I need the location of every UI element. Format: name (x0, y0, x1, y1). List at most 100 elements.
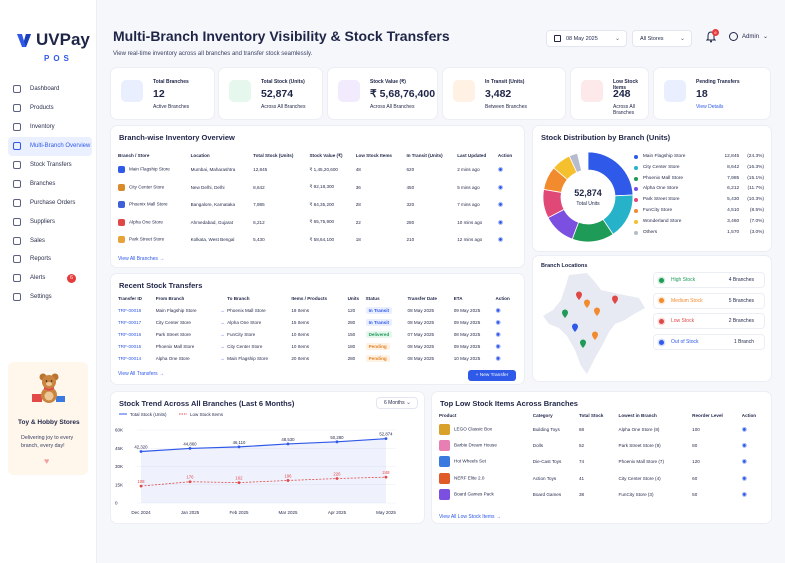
data-point[interactable] (237, 445, 241, 449)
view-eye-icon[interactable]: ◉ (497, 167, 504, 174)
table-cell: Phoenix Mall Store (7) (619, 454, 693, 470)
cell-text: Park Street Store (155, 331, 191, 337)
sidebar-item-settings[interactable]: Settings (8, 288, 92, 307)
column-header: Category (532, 413, 553, 418)
transfer-id[interactable]: TRF-00017 (118, 319, 142, 325)
sidebar-item-alerts[interactable]: Alerts 6 (8, 269, 92, 288)
data-point[interactable] (188, 480, 192, 484)
view-eye-icon[interactable]: ◉ (497, 184, 504, 191)
transfer-id[interactable]: TRF-00016 (118, 331, 142, 337)
legend-item: Park Street Store 5,430 (10.3%) (634, 197, 764, 203)
kpi-subtext[interactable]: View Details (696, 104, 724, 110)
map-pin-icon[interactable] (612, 295, 618, 305)
map-pin-icon[interactable] (572, 323, 578, 333)
store-select[interactable]: All Stores ⌄ (632, 30, 692, 47)
view-eye-icon[interactable]: ◉ (497, 202, 504, 209)
legend-item: Others 1,570 (3.0%) (634, 230, 764, 235)
data-point[interactable] (384, 437, 388, 441)
view-all-transfers-link[interactable]: View All Transfers → (118, 371, 165, 377)
view-eye-icon[interactable]: ◉ (497, 237, 504, 244)
legend-item: City Center Store 8,642 (16.3%) (634, 165, 764, 170)
table-cell: Alpha One Store (156, 353, 220, 365)
data-point[interactable] (237, 481, 241, 485)
map-pin-icon[interactable] (584, 299, 590, 309)
column-header: Stock Value (₹) (309, 152, 343, 158)
data-label: 42,320 (134, 445, 148, 450)
chevron-down-icon: ⌄ (679, 36, 685, 42)
cell-text: Die-Cast Toys (532, 459, 562, 465)
cell-text: 280 (347, 319, 356, 325)
view-eye-icon[interactable]: ◉ (741, 491, 748, 498)
sidebar-item-suppliers[interactable]: Suppliers (8, 212, 92, 231)
trend-range-select[interactable]: 6 Months ⌄ (376, 397, 418, 409)
table-cell: Mumbai, Maharashtra (191, 161, 254, 179)
transfer-id[interactable]: TRF-00014 (118, 356, 142, 362)
sidebar-item-sales[interactable]: Sales (8, 231, 92, 250)
table-cell: City Center Store (156, 316, 220, 328)
data-point[interactable] (286, 479, 290, 482)
data-point[interactable] (188, 447, 192, 450)
product-thumbnail (439, 456, 450, 468)
product-thumbnail (439, 488, 450, 500)
view-eye-icon[interactable]: ◉ (741, 475, 748, 482)
view-eye-icon[interactable]: ◉ (497, 219, 504, 226)
data-point[interactable] (139, 484, 143, 488)
table-cell: Main Flagship Store (118, 161, 191, 179)
map-pin-icon[interactable] (580, 339, 586, 349)
column-header: Last Updated (457, 153, 487, 158)
table-row: Hot Wheels Set Die-Cast Toys 74 Phoenix Mal… (439, 454, 765, 470)
view-eye-icon[interactable]: ◉ (741, 426, 748, 433)
donut-slice[interactable] (568, 152, 583, 173)
sidebar-item-branches[interactable]: Branches (8, 174, 92, 193)
view-all-branches-link[interactable]: View All Branches → (118, 256, 165, 262)
table-cell: 100 (692, 421, 742, 437)
sidebar-item-multi-branch-overview[interactable]: Multi-Branch Overview (8, 136, 92, 156)
store-icon (118, 236, 125, 244)
user-menu[interactable]: Admin ⌄ (729, 32, 768, 41)
table-cell: 08 May 2025 (408, 353, 454, 365)
map-pin-icon[interactable] (592, 331, 598, 341)
low-stock-table: Product Category Total Stock Lowest in Bran… (439, 410, 765, 502)
sidebar-item-products[interactable]: Products (8, 99, 92, 118)
data-point[interactable] (286, 442, 290, 446)
data-point[interactable] (139, 450, 143, 453)
view-eye-icon[interactable]: ◉ (495, 356, 501, 363)
cell-text: LEGO Classic Box (454, 426, 493, 432)
kpi-value: 3,482 (485, 88, 512, 100)
column-header (220, 293, 227, 304)
sidebar-item-purchase-orders[interactable]: Purchase Orders (8, 193, 92, 212)
map-pin-icon[interactable] (594, 307, 600, 317)
table-cell: 08 May 2025 (408, 341, 454, 353)
table-header: Branch / Store Location Total Stock (Units… (118, 150, 518, 161)
view-eye-icon[interactable]: ◉ (495, 344, 501, 351)
data-point[interactable] (335, 477, 339, 480)
view-eye-icon[interactable]: ◉ (741, 459, 748, 466)
view-all-low-stock-link[interactable]: View All Low Stock Items → (439, 514, 501, 520)
data-point[interactable] (335, 440, 339, 444)
legend-value: 12,845 (724, 154, 740, 159)
transfer-id[interactable]: TRF-00015 (118, 344, 142, 350)
kpi-subtext: Across All Branches (613, 104, 635, 116)
view-eye-icon[interactable]: ◉ (495, 307, 501, 314)
app-logo[interactable]: UVPay (16, 30, 90, 50)
table-cell: 6,212 (253, 214, 309, 232)
column-header: From Branch (155, 296, 185, 301)
map-pin-icon[interactable] (562, 309, 568, 319)
map-pin-icon[interactable] (576, 291, 582, 301)
new-transfer-button[interactable]: + New Transfer (468, 370, 516, 381)
transfer-id[interactable]: TRF-00018 (118, 307, 142, 313)
view-eye-icon[interactable]: ◉ (741, 442, 748, 449)
sidebar-item-inventory[interactable]: Inventory (8, 118, 92, 137)
map-legend-label: Medium Stock (671, 297, 703, 304)
view-eye-icon[interactable]: ◉ (495, 331, 501, 338)
table-cell: Board Games Pack (439, 486, 533, 502)
sidebar-item-dashboard[interactable]: Dashboard (8, 80, 92, 99)
table-cell: Alpha One Store (8) (619, 421, 693, 437)
sidebar-item-stock-transfers[interactable]: Stock Transfers (8, 156, 92, 175)
column-header: Units (347, 296, 360, 301)
sidebar-item-reports[interactable]: Reports (8, 250, 92, 269)
view-eye-icon[interactable]: ◉ (495, 319, 501, 326)
date-picker[interactable]: 08 May 2025 ⌄ (546, 30, 627, 47)
data-point[interactable] (384, 475, 388, 479)
legend-dot (659, 339, 664, 345)
